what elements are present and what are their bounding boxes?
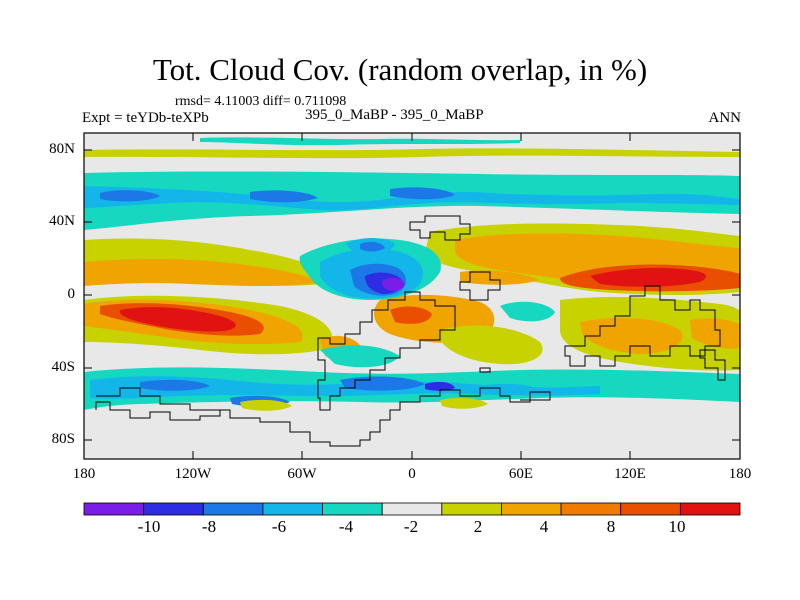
colorbar-label: -2 [403,517,419,536]
colorbar-swatch [322,502,383,516]
colorbar-swatch [679,502,741,516]
north-atlantic-dark [360,241,385,252]
stats-text: rmsd= 4.11003 diff= 0.711098 [175,94,347,109]
atlantic-deep-orange [390,306,432,324]
equatorial-purple [382,277,405,291]
southern-ocean-strong-3 [425,381,455,391]
chart-title: Tot. Cloud Cov. (random overlap, in %) [152,52,648,87]
coast-australia [699,349,726,381]
colorbar-label: 8 [606,517,616,536]
north-band-strong-3 [390,187,455,200]
experiment-label: Expt = teYDb-teXPb [82,110,209,126]
west-pacific-red [590,268,707,287]
colorbar-swatch [441,502,502,516]
north-band-strong-1 [100,190,160,202]
colorbar-swatch [83,502,145,516]
coast-africa [409,215,471,241]
north-subtropic-orange-east2 [460,270,540,285]
coast-antarctica-east [95,401,221,421]
colorbar [83,502,741,516]
colorbar-swatch [143,502,204,516]
colorbar-label: 2 [473,517,483,536]
colorbar-swatch [620,502,681,516]
coast-south-america [317,291,456,411]
colorbar-label: -6 [271,517,287,536]
x-tick-label: 60E [508,466,534,482]
x-tick-label: 60W [287,466,317,482]
coast-antarctica-west [96,387,551,447]
arctic-band [84,148,740,159]
colorbar-label: -8 [201,517,217,536]
colorbar-label: -10 [137,517,161,536]
colorbar-label: 10 [668,517,686,536]
south-atlantic-yellow [440,325,543,365]
south-atlantic-teal [320,345,400,368]
coast-indonesia [564,285,721,367]
y-tick-label: 80N [49,141,75,157]
axis-ticks [84,133,740,459]
y-tick-label: 40N [49,213,75,229]
y-tick-label: 40S [51,359,75,375]
case-label: 395_0_MaBP - 395_0_MaBP [305,107,484,123]
south-teal-east [480,383,540,395]
colorbar-label: -4 [338,517,354,536]
east-pacific-red [119,307,236,332]
indian-ocean-orange2 [690,318,740,349]
x-tick-label: 0 [408,466,416,482]
coast-island [479,367,491,373]
colorbar-swatch [560,502,622,516]
y-tick-label: 80S [51,431,75,447]
season-label: ANN [708,110,742,126]
x-tick-label: 120E [614,466,646,482]
colorbar-swatch [381,502,443,516]
x-tick-label: 180 [728,466,752,482]
coastlines [95,215,726,447]
south-pacific-teal [500,301,555,322]
colorbar-swatch [262,502,323,516]
southern-ocean-strong-1 [140,379,210,391]
indian-ocean-orange [580,317,683,354]
colorbar-swatch [501,502,562,516]
north-subtropic-orange-west [84,259,320,286]
y-tick-label: 0 [67,286,76,302]
x-tick-label: 120W [174,466,212,482]
colorbar-swatch [202,502,264,516]
antarctic-yellow-1 [240,399,292,411]
arctic-band-teal [200,137,520,146]
map-field [84,133,740,459]
colorbar-label: 4 [539,517,549,536]
coast-mediterranean [459,271,501,301]
north-band-strong-2 [250,190,318,203]
x-tick-label: 180 [72,466,96,482]
antarctic-yellow-2 [440,397,488,409]
